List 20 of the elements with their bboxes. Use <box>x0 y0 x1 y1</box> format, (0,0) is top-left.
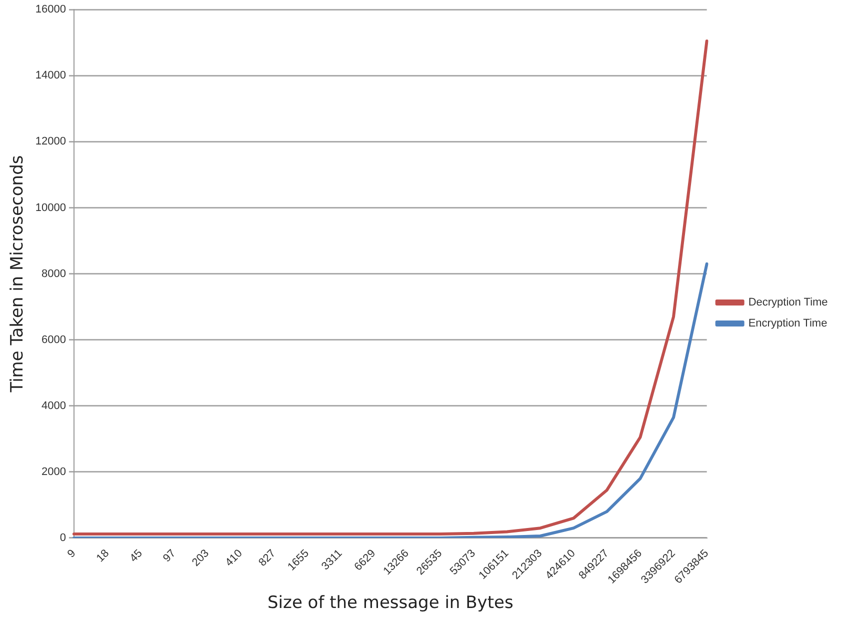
y-tick-label: 2000 <box>42 466 66 478</box>
y-tick-label: 8000 <box>42 268 66 280</box>
x-tick-label: 827 <box>256 547 278 569</box>
x-tick-label: 97 <box>161 547 178 565</box>
y-tick-label: 0 <box>60 532 66 544</box>
y-tick-label: 14000 <box>35 70 66 82</box>
legend-label: Encryption Time <box>748 318 828 330</box>
x-tick-label: 18 <box>94 547 112 565</box>
y-tick-label: 10000 <box>35 202 66 214</box>
x-tick-label: 203 <box>190 547 212 569</box>
x-axis-title: Size of the message in Bytes <box>268 593 514 614</box>
x-tick-label: 410 <box>223 547 245 569</box>
y-tick-label: 4000 <box>42 400 66 412</box>
y-tick-label: 12000 <box>35 136 66 148</box>
x-tick-label: 9 <box>65 547 78 560</box>
y-axis-title: Time Taken in Microseconds <box>8 155 28 394</box>
y-tick-label: 16000 <box>35 4 66 16</box>
x-tick-label: 45 <box>128 547 145 565</box>
y-tick-label: 6000 <box>42 334 66 346</box>
legend-label: Decryption Time <box>748 296 828 309</box>
